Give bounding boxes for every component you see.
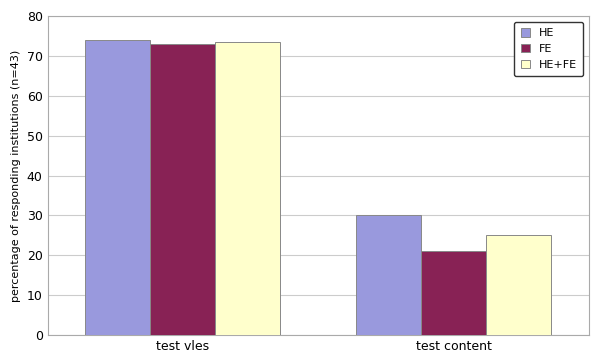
Bar: [486, 236, 551, 335]
Bar: [85, 40, 151, 335]
Legend: HE, FE, HE+FE: HE, FE, HE+FE: [514, 22, 583, 76]
Bar: [421, 251, 486, 335]
Bar: [215, 42, 280, 335]
Bar: [356, 215, 421, 335]
Y-axis label: percentage of responding institutions (n=43): percentage of responding institutions (n…: [11, 50, 21, 302]
Bar: [151, 44, 215, 335]
